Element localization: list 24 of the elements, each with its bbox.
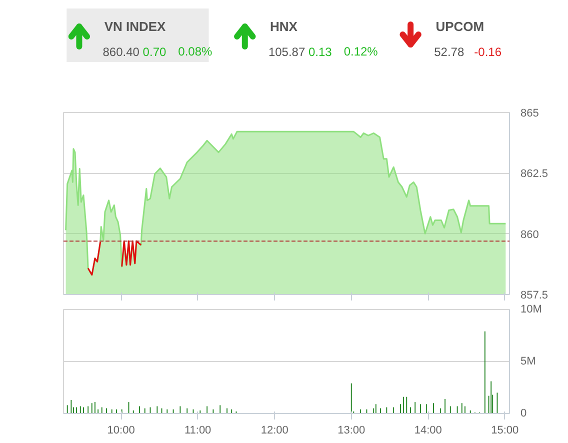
y-tick-label: 862.5: [520, 168, 548, 180]
data-label: 0.13: [308, 45, 332, 59]
y-tick-label: 0: [520, 408, 527, 420]
category-label: VN INDEX: [104, 19, 166, 34]
data-label: -0.16: [474, 45, 502, 59]
y-tick-label: 5M: [520, 356, 536, 368]
x-tick-label: 15:00: [491, 424, 519, 436]
data-label: 0.70: [142, 45, 166, 59]
x-tick-label: 14:00: [414, 424, 442, 436]
x-tick-label: 10:00: [107, 424, 135, 436]
category-label: HNX: [270, 19, 298, 34]
data-label: 860.40: [102, 45, 140, 59]
x-tick-label: 12:00: [260, 424, 288, 436]
data-label: 0.08%: [178, 44, 212, 58]
y-tick-label: 865: [520, 108, 539, 120]
data-label: 0.12%: [344, 44, 378, 58]
data-label: 52.78: [434, 45, 464, 59]
y-tick-label: 10M: [520, 304, 542, 316]
y-tick-label: 860: [520, 228, 539, 241]
y-tick-label: 857.5: [520, 290, 548, 302]
x-tick-label: 13:00: [338, 424, 366, 436]
x-tick-label: 11:00: [184, 424, 212, 436]
category-label: UPCOM: [436, 19, 484, 34]
data-label: 105.87: [268, 45, 306, 59]
